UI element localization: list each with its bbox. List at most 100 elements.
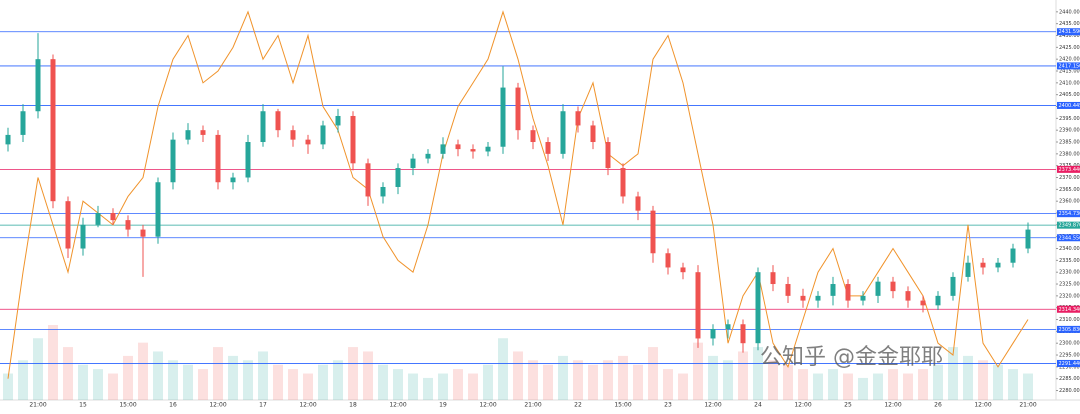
volume-bar [168,360,178,400]
candle-body [636,196,641,210]
volume-bar [243,360,253,400]
level-label: 2291.440 [1059,361,1080,367]
volume-bar [93,369,103,400]
candle-body [186,130,191,139]
volume-bar [78,365,88,400]
volume-bar [633,365,643,400]
x-tick-label: 12:00 [209,402,226,409]
volume-bar [738,351,748,400]
volume-bar [978,360,988,400]
candle-body [756,272,761,343]
candle-body [126,220,131,229]
candle-body [861,296,866,301]
volume-bar [423,378,433,400]
level-label: 2349.870 [1059,223,1080,229]
volume-bar [318,365,328,400]
volume-bar [108,374,118,400]
candle-body [1026,230,1031,249]
candle-body [576,111,581,125]
volume-bar [588,365,598,400]
volume-bar [348,347,358,400]
candle-body [36,59,41,111]
x-tick-label: 25 [844,402,852,409]
y-tick-label: 2310.000 [1059,317,1080,323]
volume-bar [33,338,43,400]
y-tick-label: 2440.000 [1059,9,1080,15]
candle-body [651,211,656,254]
candle-body [141,230,146,237]
volume-bar [198,369,208,400]
volume-bar [708,356,718,400]
y-tick-label: 2385.000 [1059,140,1080,146]
volume-bar [153,351,163,400]
candle-body [936,296,941,305]
y-tick-label: 2410.000 [1059,80,1080,86]
candle-body [426,154,431,159]
level-label: 2400.445 [1059,103,1080,109]
candle-body [306,140,311,145]
volume-bar [693,343,703,400]
x-tick-label: 12:00 [704,402,721,409]
volume-bar [543,365,553,400]
candle-body [66,201,71,248]
candle-body [216,135,221,182]
x-tick-label: 21:00 [29,402,46,409]
x-tick-label: 12:00 [479,402,496,409]
candle-body [531,130,536,142]
y-tick-label: 2425.000 [1059,45,1080,51]
volume-bar [228,356,238,400]
watermark: 公知乎 @金金耶耶 [760,345,943,370]
volume-bar [528,360,538,400]
y-tick-label: 2340.000 [1059,246,1080,252]
candle-body [696,272,701,338]
candle-body [441,144,446,153]
y-tick-label: 2435.000 [1059,21,1080,27]
candle-body [771,272,776,284]
candle-body [171,140,176,183]
volume-bar [378,365,388,400]
candle-body [96,213,101,225]
volume-bar [618,356,628,400]
volume-bar [123,356,133,400]
candle-body [246,142,251,178]
volume-bar [288,369,298,400]
y-tick-label: 2370.000 [1059,175,1080,181]
volume-bar [663,369,673,400]
candle-body [906,291,911,300]
candle-body [921,301,926,306]
candle-body [966,263,971,277]
candle-body [516,88,521,131]
y-tick-label: 2285.000 [1059,376,1080,382]
volume-bar [63,347,73,400]
y-tick-label: 2405.000 [1059,92,1080,98]
volume-bar [678,374,688,400]
x-tick-label: 23 [664,402,672,409]
candle-body [846,284,851,301]
candle-body [726,324,731,329]
candle-body [621,168,626,196]
x-tick-label: 15:00 [614,402,631,409]
x-tick-label: 26 [934,402,942,409]
x-tick-label: 12:00 [884,402,901,409]
candle-body [276,111,281,130]
volume-bar [483,365,493,400]
candle-body [666,253,671,267]
x-tick-label: 16 [169,402,177,409]
x-tick-label: 12:00 [389,402,406,409]
volume-bar [18,360,28,400]
y-tick-label: 2365.000 [1059,187,1080,193]
level-label: 2354.730 [1059,211,1080,217]
level-label: 2373.446 [1059,167,1080,173]
candle-body [336,116,341,125]
candle-body [21,111,26,135]
candle-body [741,324,746,343]
level-label: 2344.550 [1059,235,1080,241]
x-tick-label: 22 [574,402,582,409]
volume-bar [513,351,523,400]
x-tick-label: 12:00 [794,402,811,409]
candle-body [951,277,956,296]
y-tick-label: 2300.000 [1059,341,1080,347]
volume-bar [453,369,463,400]
volume-bar [138,343,148,400]
